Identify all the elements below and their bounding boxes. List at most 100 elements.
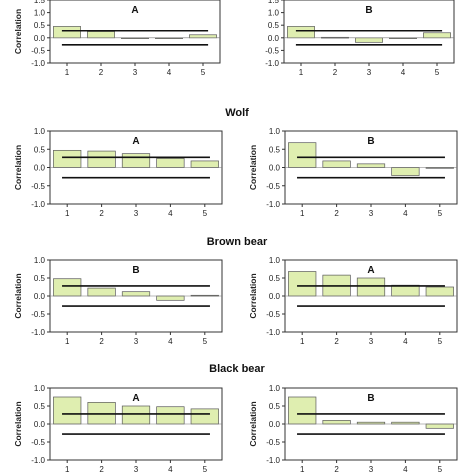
row-label-brown-bear: Brown bear — [207, 236, 268, 248]
panel-7: A 1.0 0.5 0.0 -0.5 -1.0 Correlation 1 2 3 4 5 — [13, 384, 223, 474]
panel-title: B — [367, 136, 374, 147]
y-tick-label: -1.0 — [31, 328, 45, 337]
y-tick-label: -1.0 — [266, 328, 280, 337]
bar-lag-3 — [121, 153, 151, 168]
y-tick-label: -0.5 — [31, 182, 45, 191]
bar-lag-5 — [425, 423, 454, 429]
x-tick-label: 5 — [438, 465, 443, 474]
y-tick-label: -1.0 — [31, 200, 45, 209]
y-tick-label: -0.5 — [266, 310, 280, 319]
y-tick-label: -1.0 — [266, 456, 280, 465]
y-tick-label: 0.0 — [268, 34, 280, 43]
x-tick-label: 1 — [65, 465, 70, 474]
bar-lag-3 — [121, 291, 151, 297]
bar-lag-2 — [322, 160, 351, 168]
panel-title: A — [367, 265, 374, 276]
x-tick-label: 3 — [134, 337, 139, 346]
x-tick-label: 1 — [299, 68, 304, 77]
y-tick-label: 1.0 — [34, 256, 46, 265]
bar-lag-1 — [53, 278, 82, 297]
y-tick-label: 0.5 — [34, 145, 46, 154]
x-tick-label: 5 — [201, 68, 206, 77]
bar-lag-4 — [391, 167, 420, 176]
bar-lag-2 — [87, 287, 116, 297]
x-tick-label: 2 — [334, 337, 339, 346]
y-axis-label: Correlation — [13, 273, 23, 318]
x-tick-label: 3 — [134, 465, 139, 474]
y-tick-label: 0.5 — [34, 274, 46, 283]
bar-lag-1 — [288, 271, 317, 297]
panel-2: B 1.5 1.0 0.5 0.0 -0.5 -1.0 1 2 3 4 5 — [265, 0, 455, 77]
panel-5: B 1.0 0.5 0.0 -0.5 -1.0 Correlation 1 2 3 4 5 — [13, 256, 223, 346]
y-tick-label: -1.0 — [265, 59, 279, 68]
x-tick-label: 1 — [65, 337, 70, 346]
bar-lag-5 — [190, 408, 219, 425]
bar-lag-4 — [156, 406, 185, 425]
y-tick-label: 1.5 — [268, 0, 280, 5]
y-tick-label: -0.5 — [265, 46, 279, 55]
panel-1: A 1.5 1.0 0.5 0.0 -0.5 -1.0 Correlation 1 2 3 4 5 — [13, 0, 221, 77]
panel-8: B 1.0 0.5 0.0 -0.5 -1.0 Correlation 1 2 3 4 5 — [248, 384, 458, 474]
panel-4: B 1.0 0.5 0.0 -0.5 -1.0 Correlation 1 2 3 4 5 — [248, 127, 458, 218]
x-tick-label: 1 — [65, 68, 70, 77]
y-tick-label: 0.5 — [269, 402, 281, 411]
panel-6: A 1.0 0.5 0.0 -0.5 -1.0 Correlation 1 2 3 4 5 — [248, 256, 458, 346]
panel-3: A 1.0 0.5 0.0 -0.5 -1.0 Correlation 1 2 3 4 5 — [13, 127, 223, 218]
y-tick-label: -1.0 — [31, 456, 45, 465]
y-axis-label: Correlation — [13, 145, 23, 190]
y-tick-label: 0.0 — [269, 164, 281, 173]
y-tick-label: 1.0 — [34, 9, 46, 18]
x-tick-label: 3 — [369, 465, 374, 474]
x-tick-label: 4 — [167, 68, 172, 77]
x-tick-label: 2 — [334, 465, 339, 474]
bar-lag-1 — [288, 142, 317, 168]
x-tick-label: 5 — [438, 209, 443, 218]
x-tick-label: 4 — [168, 337, 173, 346]
row-label-black-bear: Black bear — [209, 363, 265, 375]
bar-lag-2 — [87, 150, 116, 168]
y-tick-label: 0.5 — [34, 21, 46, 30]
bar-lag-1 — [287, 26, 315, 39]
row-label-wolf: Wolf — [225, 107, 249, 119]
y-tick-label: 1.0 — [269, 384, 281, 393]
x-tick-label: 2 — [99, 465, 104, 474]
x-tick-label: 5 — [438, 337, 443, 346]
x-tick-label: 1 — [65, 209, 70, 218]
y-tick-label: 0.0 — [34, 420, 46, 429]
x-tick-label: 3 — [369, 209, 374, 218]
x-tick-label: 5 — [203, 465, 208, 474]
bar-lag-2 — [87, 31, 115, 39]
bar-lag-1 — [53, 26, 81, 39]
y-axis-label: Correlation — [248, 273, 258, 318]
y-axis-label: Correlation — [13, 401, 23, 446]
bar-lag-4 — [391, 284, 420, 297]
y-tick-label: 0.0 — [269, 292, 281, 301]
x-tick-label: 4 — [403, 337, 408, 346]
x-tick-label: 2 — [99, 209, 104, 218]
y-tick-label: -1.0 — [31, 59, 45, 68]
bar-lag-3 — [356, 277, 386, 297]
x-tick-label: 4 — [403, 465, 408, 474]
panel-title: B — [365, 5, 372, 16]
y-axis-label: Correlation — [13, 9, 23, 54]
y-tick-label: -1.0 — [266, 200, 280, 209]
y-tick-label: 1.0 — [269, 256, 281, 265]
bar-lag-1 — [288, 396, 317, 425]
x-tick-label: 2 — [99, 68, 104, 77]
y-tick-label: -0.5 — [31, 438, 45, 447]
y-tick-label: -0.5 — [31, 46, 45, 55]
panel-title: A — [131, 5, 138, 16]
bar-lag-3 — [356, 163, 386, 168]
y-axis-label: Correlation — [248, 145, 258, 190]
x-tick-label: 3 — [134, 209, 139, 218]
panel-title: B — [132, 265, 139, 276]
x-tick-label: 1 — [300, 209, 305, 218]
bar-lag-3 — [121, 405, 151, 425]
y-tick-label: 1.5 — [34, 0, 46, 5]
bar-lag-1 — [53, 149, 82, 168]
y-tick-label: 1.0 — [34, 384, 46, 393]
bar-lag-4 — [156, 295, 185, 301]
x-tick-label: 3 — [367, 68, 372, 77]
y-tick-label: 0.0 — [34, 164, 46, 173]
x-tick-label: 4 — [168, 465, 173, 474]
